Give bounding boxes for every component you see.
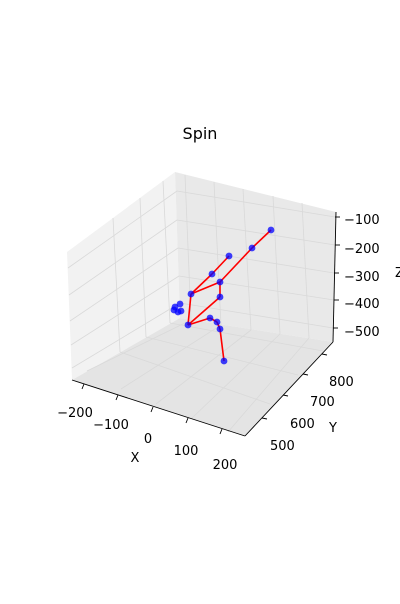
z-tick-labels: −500 −400 −300 −200 −100: [344, 213, 380, 340]
joint-marker: [188, 291, 195, 298]
z-tick-label: −400: [344, 297, 380, 312]
joint-marker: [209, 271, 216, 278]
joint-marker: [221, 358, 228, 365]
joint-marker: [214, 319, 221, 326]
joint-marker: [268, 227, 275, 234]
y-axis-label: Y: [328, 421, 337, 436]
z-tick-label: −100: [344, 213, 380, 228]
z-axis-label: Z: [395, 266, 400, 281]
x-tick-label: −200: [57, 406, 93, 421]
y-tick-label: 600: [290, 417, 315, 432]
y-tick-label: 800: [329, 375, 354, 390]
panes: [67, 172, 336, 436]
joint-marker: [249, 245, 256, 252]
y-tick-label: 500: [270, 439, 295, 454]
joint-marker: [207, 315, 214, 322]
x-tick-label: 100: [174, 444, 199, 459]
x-tick-label: 0: [144, 432, 152, 447]
x-tick-label: −100: [93, 418, 129, 433]
z-tick-label: −500: [344, 325, 380, 340]
joint-marker: [226, 253, 233, 260]
back-right-pane: [175, 172, 336, 342]
joint-marker: [175, 309, 182, 316]
z-tick-label: −300: [344, 270, 380, 285]
chart-title: Spin: [0, 124, 400, 143]
joint-marker: [217, 326, 224, 333]
y-tick-label: 700: [310, 395, 335, 410]
joint-marker: [185, 322, 192, 329]
joint-marker: [217, 279, 224, 286]
joint-marker: [217, 294, 224, 301]
x-tick-label: 200: [213, 458, 238, 473]
z-tick-label: −200: [344, 242, 380, 257]
x-axis-label: X: [131, 451, 140, 466]
